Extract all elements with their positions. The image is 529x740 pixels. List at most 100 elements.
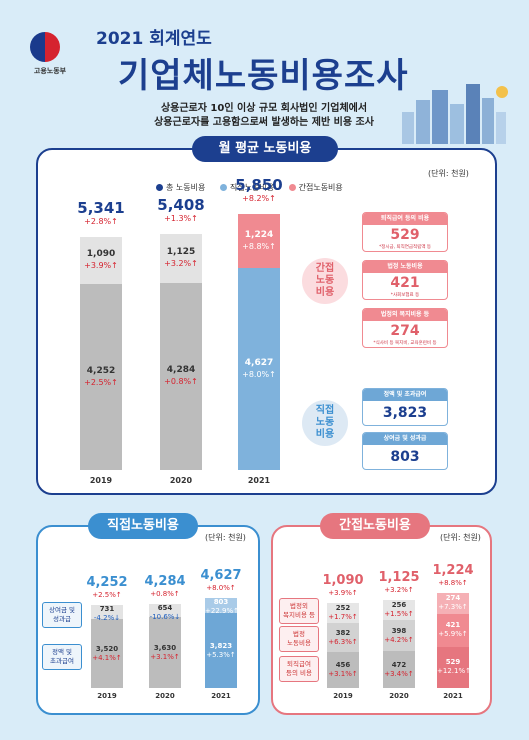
x-tick-2020: 2020 [169, 476, 193, 485]
indirect-card-note-2: *식사비 등 복지비, 교육훈련비 등 [373, 341, 437, 346]
main-legend: 총 노동비용 직접노동비용 간접노동비용 [156, 182, 355, 193]
subtitle-line-1: 상용근로자 10인 이상 규모 회사법인 기업체에서 [160, 103, 368, 114]
direct-seg-change-1-2020: -10.6%↓ [149, 613, 181, 622]
direct-bar-1-2020: 654 -10.6%↓ [149, 604, 181, 621]
subtitle-line-2: 상용근로자를 고용함으로써 발생하는 제반 비용 조사 [154, 117, 374, 128]
total-change-text-2021: +8.2%↑ [242, 194, 276, 204]
indirect-seg-value-2-2019: 252 [335, 603, 351, 612]
legend-indirect-label: 간접노동비용 [298, 183, 343, 192]
indirect-seg-1-2020: 398 +4.2%↑ [383, 627, 415, 645]
direct-x-tick-2021: 2021 [211, 692, 231, 700]
indirect-total-change-2021: +8.8%↑ [425, 579, 481, 587]
bar-indirect-2020: 1,125 +3.2%↑ [160, 233, 202, 283]
direct-total-change-text-2019: +2.5%↑ [92, 591, 122, 600]
indirect-seg-change-0-2020: +3.4%↑ [383, 670, 415, 679]
direct-value-2021: 4,627 +8.0%↑ [238, 357, 280, 381]
direct-panel-tab: 직접노동비용 [88, 513, 198, 539]
legend-indirect: 간접노동비용 [288, 183, 343, 192]
direct-seg-1-2020: 654 -10.6%↓ [149, 604, 181, 622]
direct-card-value-1: 803 [390, 449, 420, 465]
indirect-seg-change-text-0-2019: +3.1%↑ [328, 670, 358, 679]
indirect-seg-2-2020: 256 +1.5%↑ [383, 601, 415, 619]
indirect-unit: (단위: 천원) [440, 533, 481, 542]
indirect-seg-change-2-2021: +7.3%↑ [437, 603, 469, 612]
indirect-label-welfare: 법정외 복지비용 등 [279, 598, 319, 624]
indirect-seg-value-0-2019: 456 [335, 661, 351, 670]
indirect-seg-change-text-0-2021: +12.1%↑ [437, 667, 471, 676]
direct-card-0: 정액 및 초과급여 3,823 [362, 388, 448, 426]
direct-x-tick-2019: 2019 [97, 692, 117, 700]
direct-seg-value-1-2020: 654 [157, 604, 173, 613]
indirect-seg-value-2-2021: 274 [445, 594, 461, 603]
direct-bar-0-2019: 3,520 +4.1%↑ [91, 619, 123, 688]
indirect-card-2: 법정외 복지비용 등 274 *식사비 등 복지비, 교육훈련비 등 [362, 308, 448, 348]
total-value-2020: 5,408 [157, 195, 205, 214]
page-title: 기업체노동비용조사 [118, 56, 409, 96]
indirect-change-2019: +3.9%↑ [80, 260, 122, 272]
direct-change-text-2021: +8.0%↑ [242, 369, 276, 379]
indirect-seg-0-2020: 472 +3.4%↑ [383, 661, 415, 679]
direct-card-value-0: 3,823 [382, 405, 428, 421]
legend-direct-swatch [219, 184, 227, 191]
direct-total-2019: 4,252 [86, 575, 128, 591]
direct-bar-1-2019: 731 -4.2%↓ [91, 605, 123, 622]
indirect-seg-change-text-2-2021: +7.3%↑ [438, 603, 468, 612]
indirect-panel-tab: 간접노동비용 [320, 513, 430, 539]
indirect-value-2021: 1,224 +8.8%↑ [238, 229, 280, 253]
direct-change-text-2019: +2.5%↑ [84, 378, 118, 388]
direct-label-fixed: 정액 및 초과급여 [42, 644, 82, 670]
direct-seg-change-text-0-2021: +5.3%↑ [206, 650, 236, 659]
direct-seg-value-0-2021: 3,823 [209, 641, 233, 650]
indirect-x-tick-2020: 2020 [389, 692, 409, 700]
legend-direct-label: 직접노동비용 [229, 183, 275, 192]
indirect-label-legal: 법정 노동비용 [279, 626, 319, 652]
legend-direct: 직접노동비용 [219, 183, 275, 192]
indirect-bar-0-2021: 529 +12.1%↑ [437, 646, 471, 688]
direct-seg-value-0-2019: 3,520 [95, 644, 119, 653]
direct-bar-0-2021: 3,823 +5.3%↑ [205, 613, 237, 688]
direct-x-tick-2020: 2020 [155, 692, 175, 700]
indirect-seg-value-1-2019: 382 [335, 628, 351, 637]
direct-label-bonus-text: 상여금 및 성과급 [49, 606, 75, 623]
direct-change-text-2020: +0.8%↑ [164, 377, 198, 387]
indirect-card-label-0: 퇴직급여 등의 비용 [363, 213, 447, 225]
indirect-seg-change-text-2-2019: +1.7%↑ [328, 612, 358, 621]
total-value-2021: 5,850 [235, 176, 283, 195]
indirect-seg-change-1-2020: +4.2%↑ [383, 636, 415, 645]
bar-direct-2021: 4,627 +8.0%↑ [238, 267, 280, 470]
subtitle: 상용근로자 10인 이상 규모 회사법인 기업체에서 상용근로자를 고용함으로써… [104, 102, 424, 130]
legend-indirect-swatch [288, 184, 296, 191]
indirect-label-legal-text: 법정 노동비용 [287, 630, 311, 647]
direct-seg-1-2019: 731 -4.2%↓ [91, 605, 123, 623]
indirect-seg-2-2019: 252 +1.7%↑ [327, 604, 359, 622]
direct-total-change-2019: +2.5%↑ [79, 591, 135, 599]
bar-indirect-2019: 1,090 +3.9%↑ [80, 236, 122, 285]
direct-value-2020: 4,284 +0.8%↑ [160, 364, 202, 388]
indirect-card-note-1: *사회보험료 등 [390, 293, 420, 298]
total-change-2019: +2.8%↑ [66, 217, 136, 226]
indirect-seg-change-text-2-2020: +1.5%↑ [384, 610, 414, 619]
direct-value-2019: 4,252 +2.5%↑ [80, 365, 122, 389]
direct-total-change-text-2020: +0.8%↑ [150, 590, 180, 599]
bar-direct-2020: 4,284 +0.8%↑ [160, 282, 202, 470]
indirect-bar-1-2020: 398 +4.2%↑ [383, 620, 415, 652]
indirect-seg-0-2019: 456 +3.1%↑ [327, 661, 359, 679]
indirect-seg-value-1-2020: 398 [391, 626, 407, 635]
bar-indirect-2021: 1,224 +8.8%↑ [238, 214, 280, 268]
indirect-bubble: 간접 노동 비용 [302, 258, 348, 304]
indirect-bar-0-2020: 472 +3.4%↑ [383, 651, 415, 688]
indirect-value-text-2021: 1,224 [244, 230, 274, 241]
indirect-card-note-0: *정시금, 퇴직연금적립액 등 [378, 245, 432, 250]
indirect-card-1: 법정 노동비용 421 *사회보험료 등 [362, 260, 448, 300]
legend-total-label: 총 노동비용 [166, 183, 206, 192]
indirect-seg-change-text-1-2021: +5.9%↑ [438, 630, 468, 639]
direct-seg-change-1-2019: -4.2%↓ [91, 614, 123, 623]
direct-label-bonus: 상여금 및 성과급 [42, 602, 82, 628]
indirect-seg-change-2-2019: +1.7%↑ [327, 613, 359, 622]
direct-seg-1-2021: 803 +22.9%↑ [205, 598, 239, 616]
x-tick-2019: 2019 [89, 476, 113, 485]
direct-seg-0-2020: 3,630 +3.1%↑ [149, 644, 181, 662]
indirect-card-label-2: 법정외 복지비용 등 [363, 309, 447, 321]
direct-seg-value-0-2020: 3,630 [153, 643, 177, 652]
